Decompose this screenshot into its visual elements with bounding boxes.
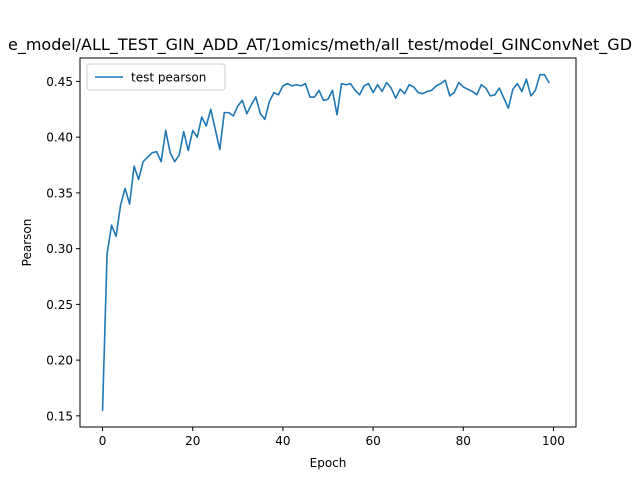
x-tick-label: 80 [456,434,471,448]
y-tick-label: 0.30 [46,242,73,256]
y-tick-label: 0.35 [46,186,73,200]
axes-background [80,58,576,427]
y-tick-label: 0.25 [46,298,73,312]
y-tick-label: 0.20 [46,354,73,368]
x-tick-label: 100 [542,434,565,448]
x-tick-label: 20 [185,434,200,448]
plot-area: 0 20 40 60 80 100 0.15 0.20 0.25 0.30 0.35 0.40 0.45 [46,57,577,448]
x-tick-label: 40 [275,434,290,448]
y-tick-label: 0.15 [46,409,73,423]
axes-frame [79,57,577,428]
series-layer [101,73,550,412]
x-axis-label: Epoch [310,456,347,470]
y-tick-label: 0.40 [46,131,73,145]
legend-box [86,63,226,91]
x-tick-label: 0 [99,434,107,448]
y-tick-label: 0.45 [46,75,73,89]
series-line-test-pearson [101,73,550,412]
y-axis-label: Pearson [20,219,34,267]
x-tick-label: 60 [365,434,380,448]
ticks-layer: 0 20 40 60 80 100 0.15 0.20 0.25 0.30 0.35 0.40 0.45 [46,75,565,448]
legend: test pearson [86,63,226,91]
chart-title: e_model/ALL_TEST_GIN_ADD_AT/1omics/meth/… [8,35,632,55]
legend-label: test pearson [131,71,206,85]
